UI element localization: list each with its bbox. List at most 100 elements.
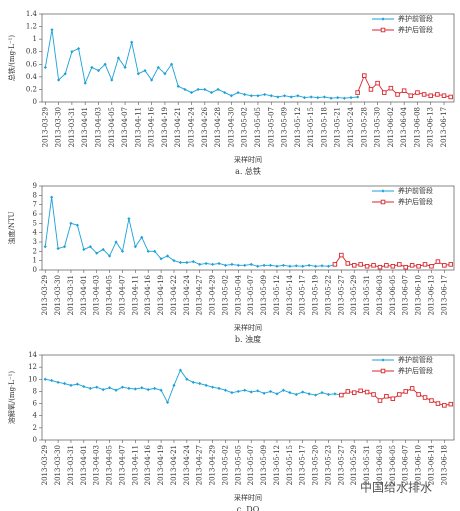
x-tick-label: 2013-05-05 (254, 107, 262, 147)
marker (230, 262, 234, 266)
marker (320, 391, 324, 395)
marker (302, 96, 307, 100)
x-tick-label: 2013-06-17 (440, 275, 448, 315)
marker (178, 368, 183, 372)
marker (69, 221, 73, 225)
marker (146, 249, 150, 253)
marker (309, 95, 313, 99)
legend-marker (381, 17, 385, 21)
x-tick-label: 2013-05-31 (363, 445, 371, 485)
marker (191, 380, 195, 384)
marker (88, 386, 92, 390)
marker (377, 264, 383, 270)
x-tick-label: 2013-04-05 (108, 107, 116, 147)
x-tick-label: 2013-05-30 (374, 107, 382, 147)
legend-marker (380, 199, 386, 205)
x-tick-label: 2013-05-09 (260, 445, 268, 485)
marker (249, 262, 253, 266)
marker (90, 65, 94, 70)
caption: c. DO (237, 505, 260, 511)
marker (43, 245, 47, 249)
y-tick-label: 0.6 (26, 60, 38, 68)
marker (230, 391, 234, 395)
x-tick-label: 2013-05-19 (312, 275, 320, 315)
marker (416, 264, 421, 269)
marker (185, 377, 189, 381)
marker (313, 393, 318, 397)
x-tick-label: 2013-04-07 (118, 445, 126, 485)
marker (95, 385, 99, 389)
marker (243, 92, 247, 97)
legend-label: 养护后管段 (398, 197, 433, 206)
marker (401, 88, 407, 93)
x-tick-label: 2013-04-11 (131, 275, 139, 315)
x-tick-label: 2013-04-19 (157, 275, 165, 315)
marker (43, 377, 47, 381)
marker (281, 263, 286, 267)
x-tick-label: 2013-05-18 (320, 107, 328, 147)
marker (422, 395, 428, 400)
x-tick-label: 2013-05-20 (312, 445, 320, 485)
y-tick-label: 12 (28, 363, 37, 371)
marker (351, 390, 357, 395)
marker (322, 95, 327, 99)
x-tick-label: 2013-05-29 (350, 445, 358, 485)
x-tick-label: 2013-03-30 (54, 275, 62, 315)
x-tick-label: 2013-04-16 (144, 274, 152, 315)
x-tick-label: 2013-04-30 (227, 107, 235, 147)
marker (249, 94, 253, 98)
x-tick-label: 2013-04-21 (170, 445, 178, 485)
marker (362, 73, 367, 78)
plot-frame (41, 185, 455, 271)
x-tick-label: 2013-05-15 (307, 107, 315, 147)
marker (69, 383, 73, 387)
x-tick-label: 2013-05-12 (273, 445, 281, 485)
x-tick-label: 2013-05-28 (360, 107, 368, 147)
marker (262, 391, 266, 395)
caption: b. 浊度 (235, 334, 261, 344)
marker (107, 254, 112, 258)
x-tick-label: 2013-06-13 (427, 107, 435, 147)
marker (256, 264, 260, 268)
legend-label: 养护前管段 (398, 14, 433, 23)
x-tick-label: 2013-04-01 (81, 107, 89, 147)
marker (371, 392, 376, 397)
x-tick-label: 2013-04-24 (183, 444, 191, 485)
x-tick-label: 2013-04-24 (188, 106, 196, 147)
marker (133, 245, 137, 249)
marker (159, 388, 163, 392)
marker (223, 388, 228, 392)
x-tick-label: 2013-05-27 (337, 275, 345, 315)
marker (116, 56, 121, 60)
y-axis-title: 溶解氧/(mg·L⁻¹) (7, 371, 16, 425)
marker (75, 223, 80, 227)
x-tick-label: 2013-05-02 (241, 107, 249, 147)
y-tick-label: 2 (33, 424, 37, 432)
watermark: 中国给水排水 (360, 480, 432, 495)
marker (103, 62, 107, 66)
marker (165, 254, 170, 258)
x-tick-label: 2013-06-18 (440, 445, 448, 485)
marker (294, 264, 298, 268)
y-tick-label: 14 (28, 351, 37, 359)
marker (268, 263, 273, 267)
legend-marker (381, 358, 385, 362)
marker (435, 259, 441, 264)
marker (210, 385, 215, 389)
marker (275, 264, 279, 268)
marker (435, 401, 441, 406)
marker (120, 385, 125, 389)
x-tick-label: 2013-06-07 (402, 445, 410, 485)
marker (185, 260, 189, 265)
x-tick-label: 2013-05-02 (221, 275, 229, 315)
y-tick-label: 8 (33, 387, 37, 395)
marker (397, 392, 402, 397)
marker (256, 389, 260, 393)
marker (110, 78, 114, 82)
x-tick-label: 2013-04-27 (196, 445, 204, 485)
y-tick-label: 0.4 (26, 73, 38, 81)
marker (217, 386, 221, 390)
x-tick-label: 2013-05-27 (337, 445, 345, 485)
marker (204, 383, 208, 387)
marker (56, 380, 60, 384)
